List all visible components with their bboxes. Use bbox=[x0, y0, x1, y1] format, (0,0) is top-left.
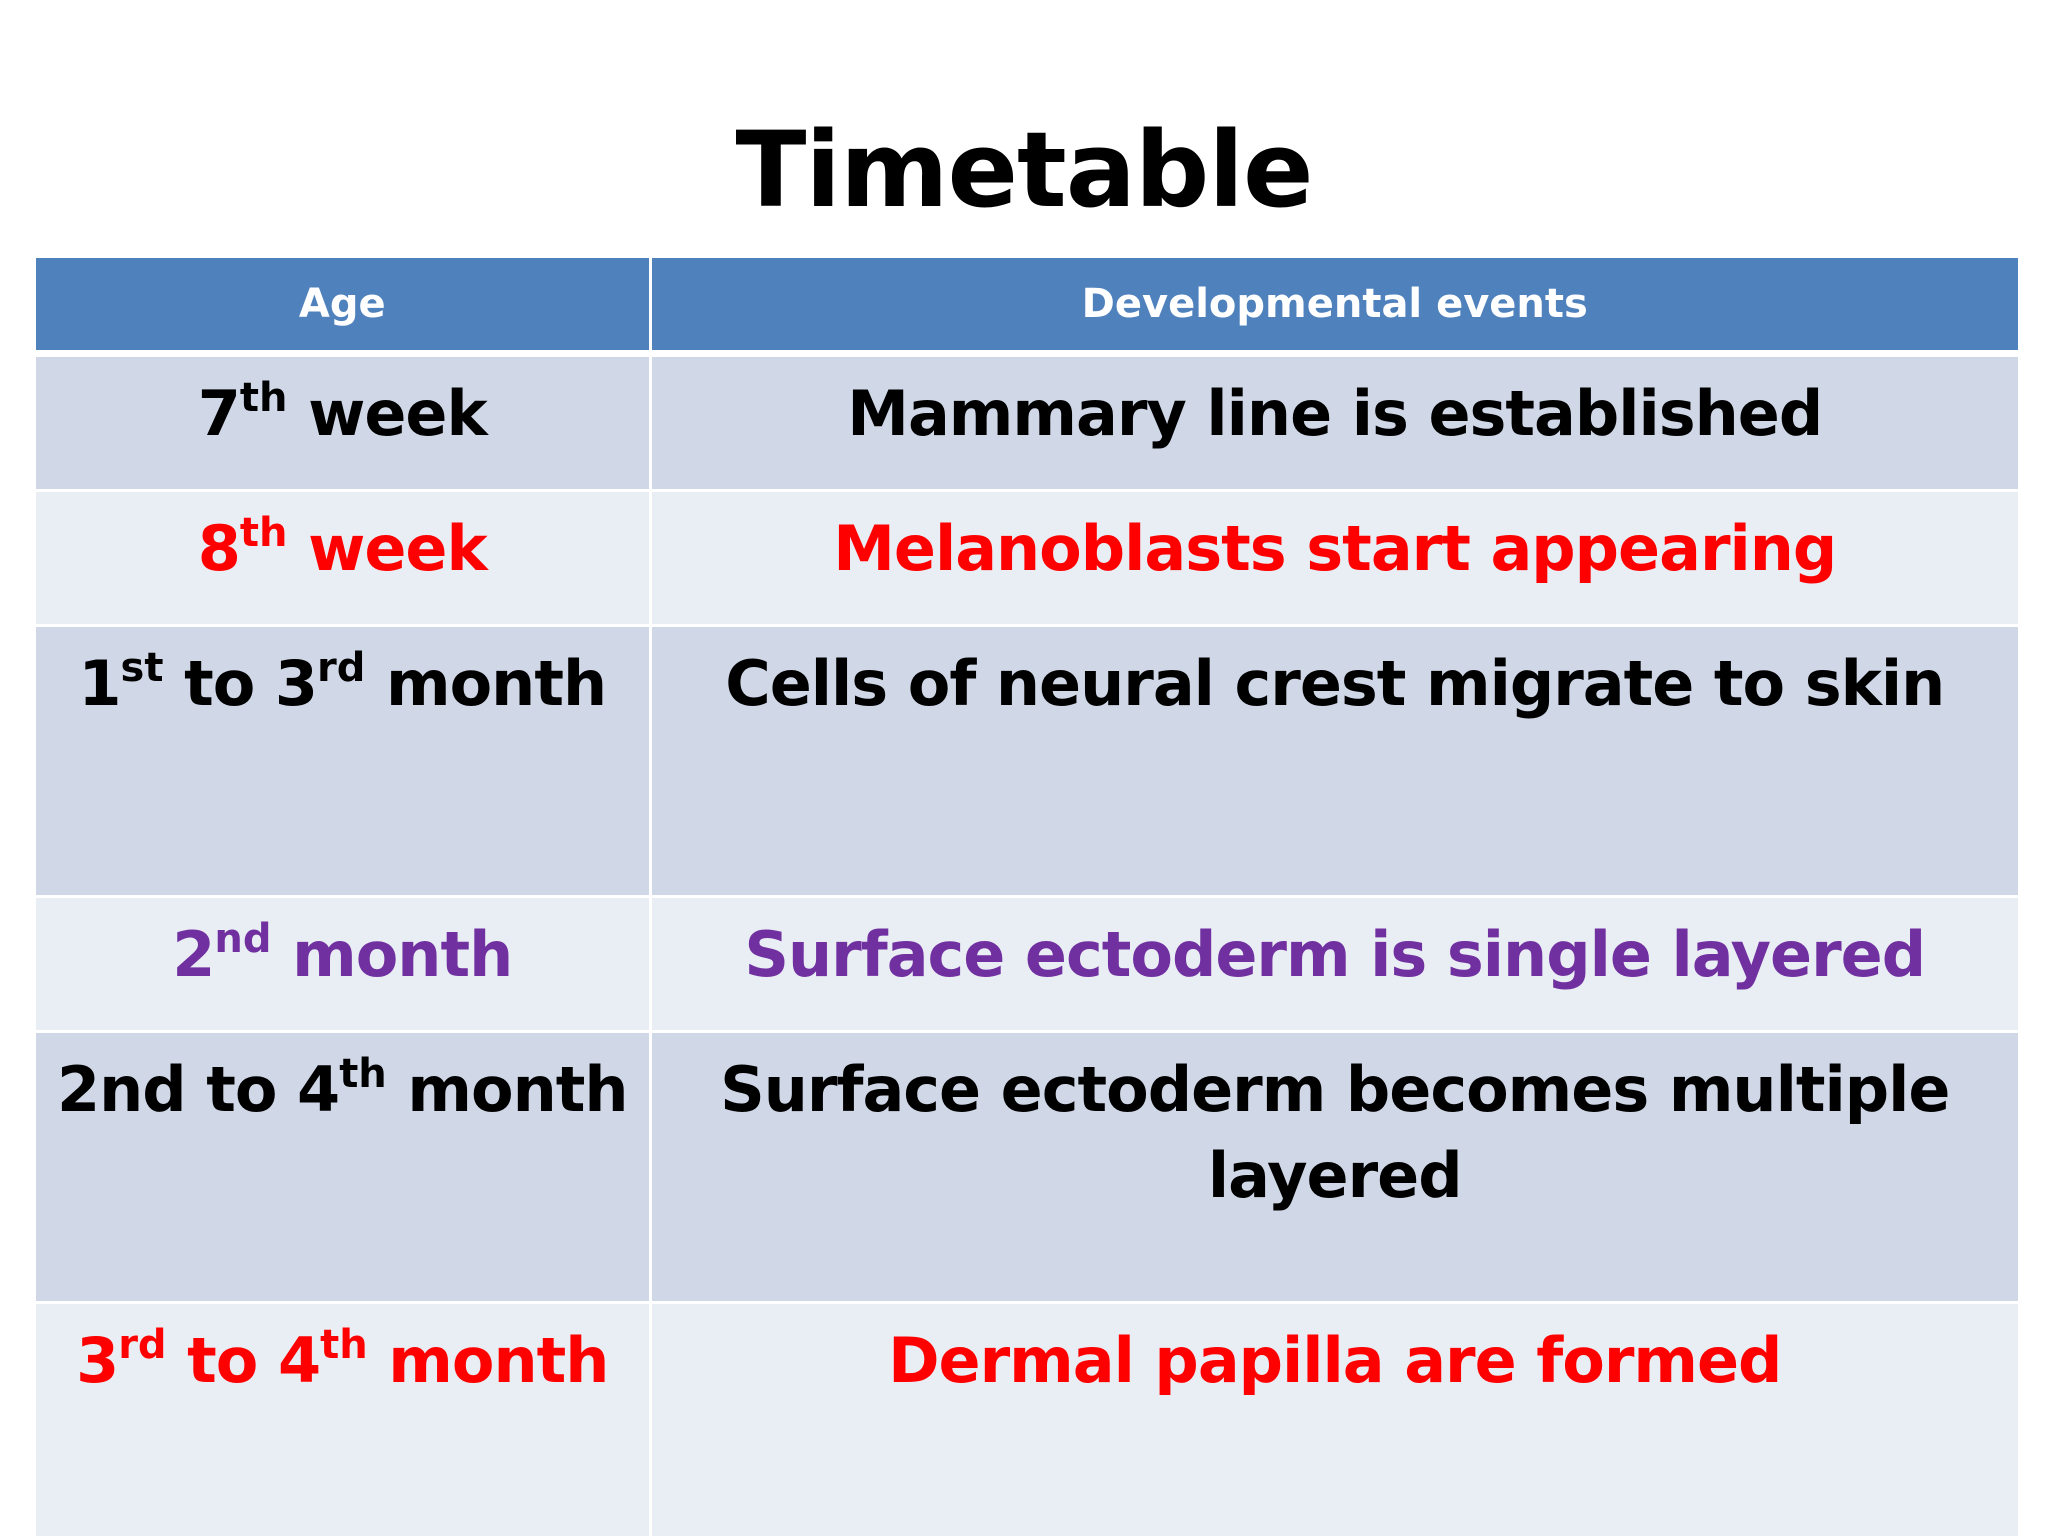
table-row: 8th week Melanoblasts start appearing bbox=[36, 490, 2018, 627]
table-row: 2nd month Surface ectoderm is single lay… bbox=[36, 896, 2018, 1033]
event-cell: Dermal papilla are formed bbox=[650, 1302, 2018, 1536]
event-cell: Cells of neural crest migrate to skin bbox=[650, 625, 2018, 898]
event-cell: Mammary line is established bbox=[650, 353, 2018, 492]
table-row: 1st to 3rd month Cells of neural crest m… bbox=[36, 625, 2018, 898]
age-cell: 8th week bbox=[36, 490, 652, 627]
header-age: Age bbox=[36, 258, 652, 357]
table-row: 7th week Mammary line is established bbox=[36, 353, 2018, 492]
event-cell: Surface ectoderm becomes multiple layere… bbox=[650, 1031, 2018, 1304]
slide-title: Timetable bbox=[735, 109, 1313, 231]
timetable-table: Age Developmental events 7th week Mammar… bbox=[36, 258, 2018, 1536]
table-header-row: Age Developmental events bbox=[36, 258, 2018, 357]
event-cell: Melanoblasts start appearing bbox=[650, 490, 2018, 627]
age-cell: 2nd month bbox=[36, 896, 652, 1033]
event-cell: Surface ectoderm is single layered bbox=[650, 896, 2018, 1033]
age-cell: 3rd to 4th month bbox=[36, 1302, 652, 1536]
table-row: 2nd to 4th month Surface ectoderm become… bbox=[36, 1031, 2018, 1304]
age-cell: 2nd to 4th month bbox=[36, 1031, 652, 1304]
table-row: 3rd to 4th month Dermal papilla are form… bbox=[36, 1302, 2018, 1536]
header-developmental-events: Developmental events bbox=[650, 258, 2018, 357]
age-cell: 7th week bbox=[36, 353, 652, 492]
age-cell: 1st to 3rd month bbox=[36, 625, 652, 898]
